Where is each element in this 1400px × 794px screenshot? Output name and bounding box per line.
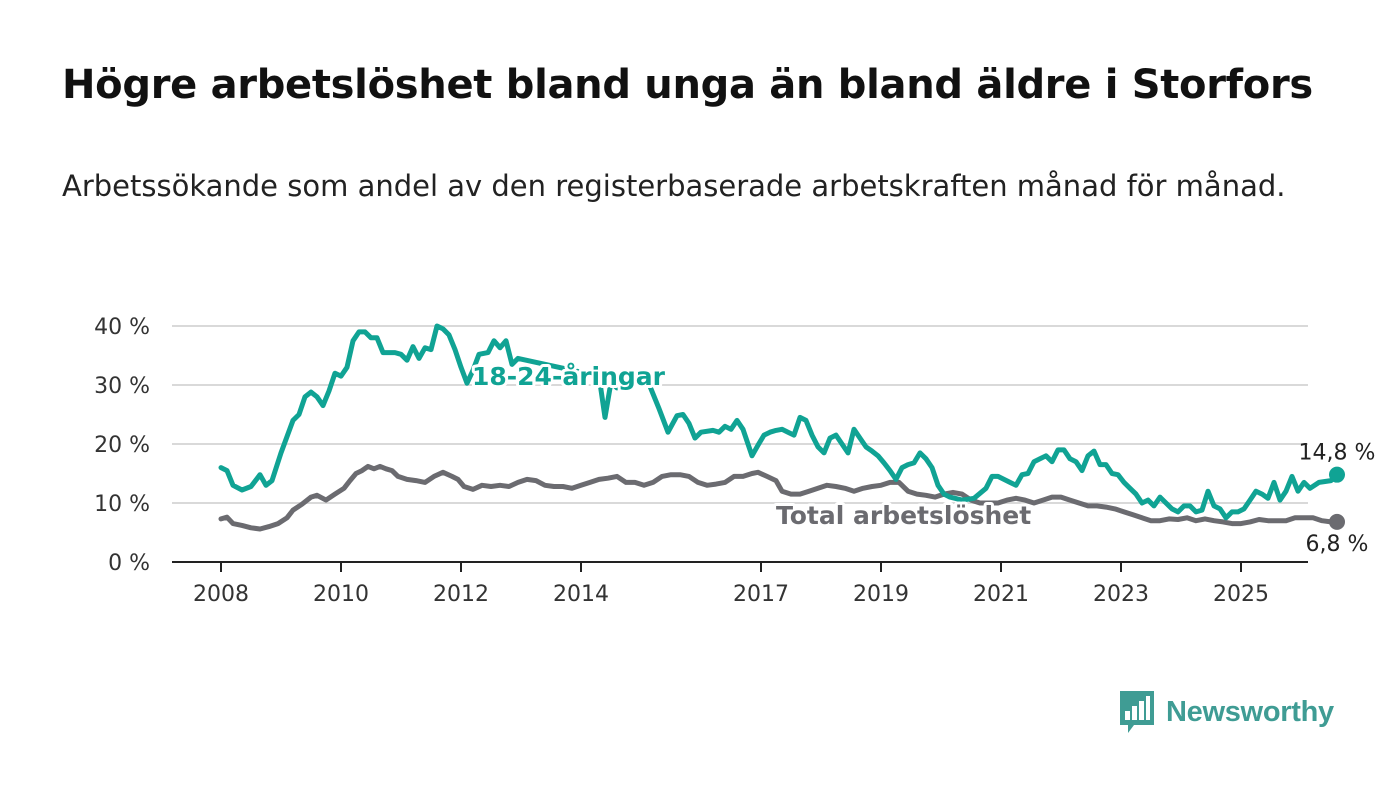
- end-point-total: [1329, 513, 1345, 530]
- series-label-total: Total arbetslöshet: [776, 501, 1031, 530]
- x-tick-label: 2017: [733, 582, 789, 607]
- series-label-youth: 18-24-åringar: [472, 362, 666, 391]
- brand-logo: Newsworthy: [1118, 688, 1334, 736]
- chart-title: Högre arbetslöshet bland unga än bland ä…: [62, 62, 1313, 108]
- x-tick-label: 2010: [313, 582, 369, 607]
- y-tick-label: 30 %: [94, 374, 150, 399]
- x-tick-label: 2025: [1213, 582, 1269, 607]
- series-line-youth: [218, 323, 1340, 521]
- newsworthy-logo-icon: [1120, 691, 1154, 733]
- end-point-youth: [1329, 466, 1345, 483]
- y-tick-label: 0 %: [108, 551, 150, 576]
- series-line-total: [218, 463, 1340, 532]
- x-tick-label: 2014: [553, 582, 609, 607]
- y-tick-label: 20 %: [94, 433, 150, 458]
- brand-name: Newsworthy: [1166, 695, 1334, 728]
- x-tick-label: 2023: [1093, 582, 1149, 607]
- chart-subtitle: Arbetssökande som andel av den registerb…: [62, 169, 1286, 203]
- x-tick-label: 2008: [193, 582, 249, 607]
- end-label-youth: 14,8 %: [1299, 441, 1376, 466]
- y-tick-label: 40 %: [94, 315, 150, 340]
- y-tick-label: 10 %: [94, 492, 150, 517]
- x-tick-label: 2012: [433, 582, 489, 607]
- x-tick-label: 2021: [973, 582, 1029, 607]
- end-label-total: 6,8 %: [1306, 532, 1369, 557]
- x-tick-label: 2019: [853, 582, 909, 607]
